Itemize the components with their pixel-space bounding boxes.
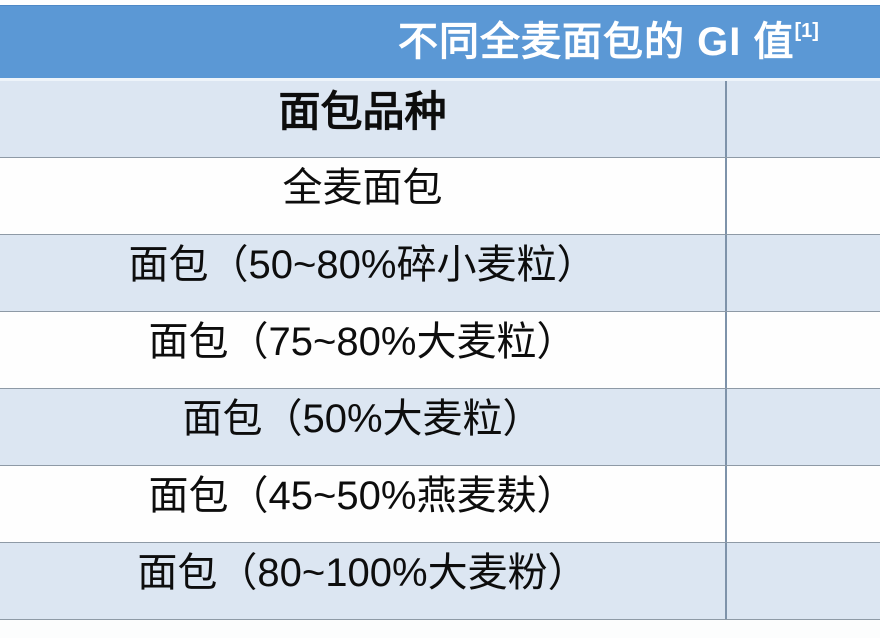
row-label: 面包（75~80%大麦粒）	[0, 312, 727, 388]
partial-cutoff-row	[0, 620, 880, 638]
header-cell-bread-type: 面包品种	[0, 81, 727, 157]
table-row: 全麦面包	[0, 158, 880, 235]
row-value	[727, 235, 880, 311]
header-cell-gi-value	[727, 81, 880, 157]
table-title: 不同全麦面包的 GI 值[1]	[398, 19, 819, 64]
row-value	[727, 312, 880, 388]
table-title-band: 不同全麦面包的 GI 值[1]	[0, 5, 880, 81]
row-value	[727, 389, 880, 465]
row-value	[727, 543, 880, 619]
row-label: 面包（45~50%燕麦麸）	[0, 466, 727, 542]
table-row: 面包（50%大麦粒）	[0, 389, 880, 466]
table-row: 面包（75~80%大麦粒）	[0, 312, 880, 389]
top-margin-strip	[0, 0, 880, 5]
row-label: 面包（50%大麦粒）	[0, 389, 727, 465]
row-value	[727, 466, 880, 542]
table-row: 面包（80~100%大麦粉）	[0, 543, 880, 620]
table-header-row: 面包品种	[0, 81, 880, 158]
bread-gi-table: 面包品种 全麦面包 面包（50~80%碎小麦粒） 面包（75~80%大麦粒） 面…	[0, 81, 880, 638]
row-label: 面包（50~80%碎小麦粒）	[0, 235, 727, 311]
table-row: 面包（50~80%碎小麦粒）	[0, 235, 880, 312]
table-title-text: 不同全麦面包的 GI 值	[398, 20, 795, 64]
citation-superscript: [1]	[794, 19, 819, 42]
table-row: 面包（45~50%燕麦麸）	[0, 466, 880, 543]
row-label: 面包（80~100%大麦粉）	[0, 543, 727, 619]
row-value	[727, 158, 880, 234]
row-label: 全麦面包	[0, 158, 727, 234]
